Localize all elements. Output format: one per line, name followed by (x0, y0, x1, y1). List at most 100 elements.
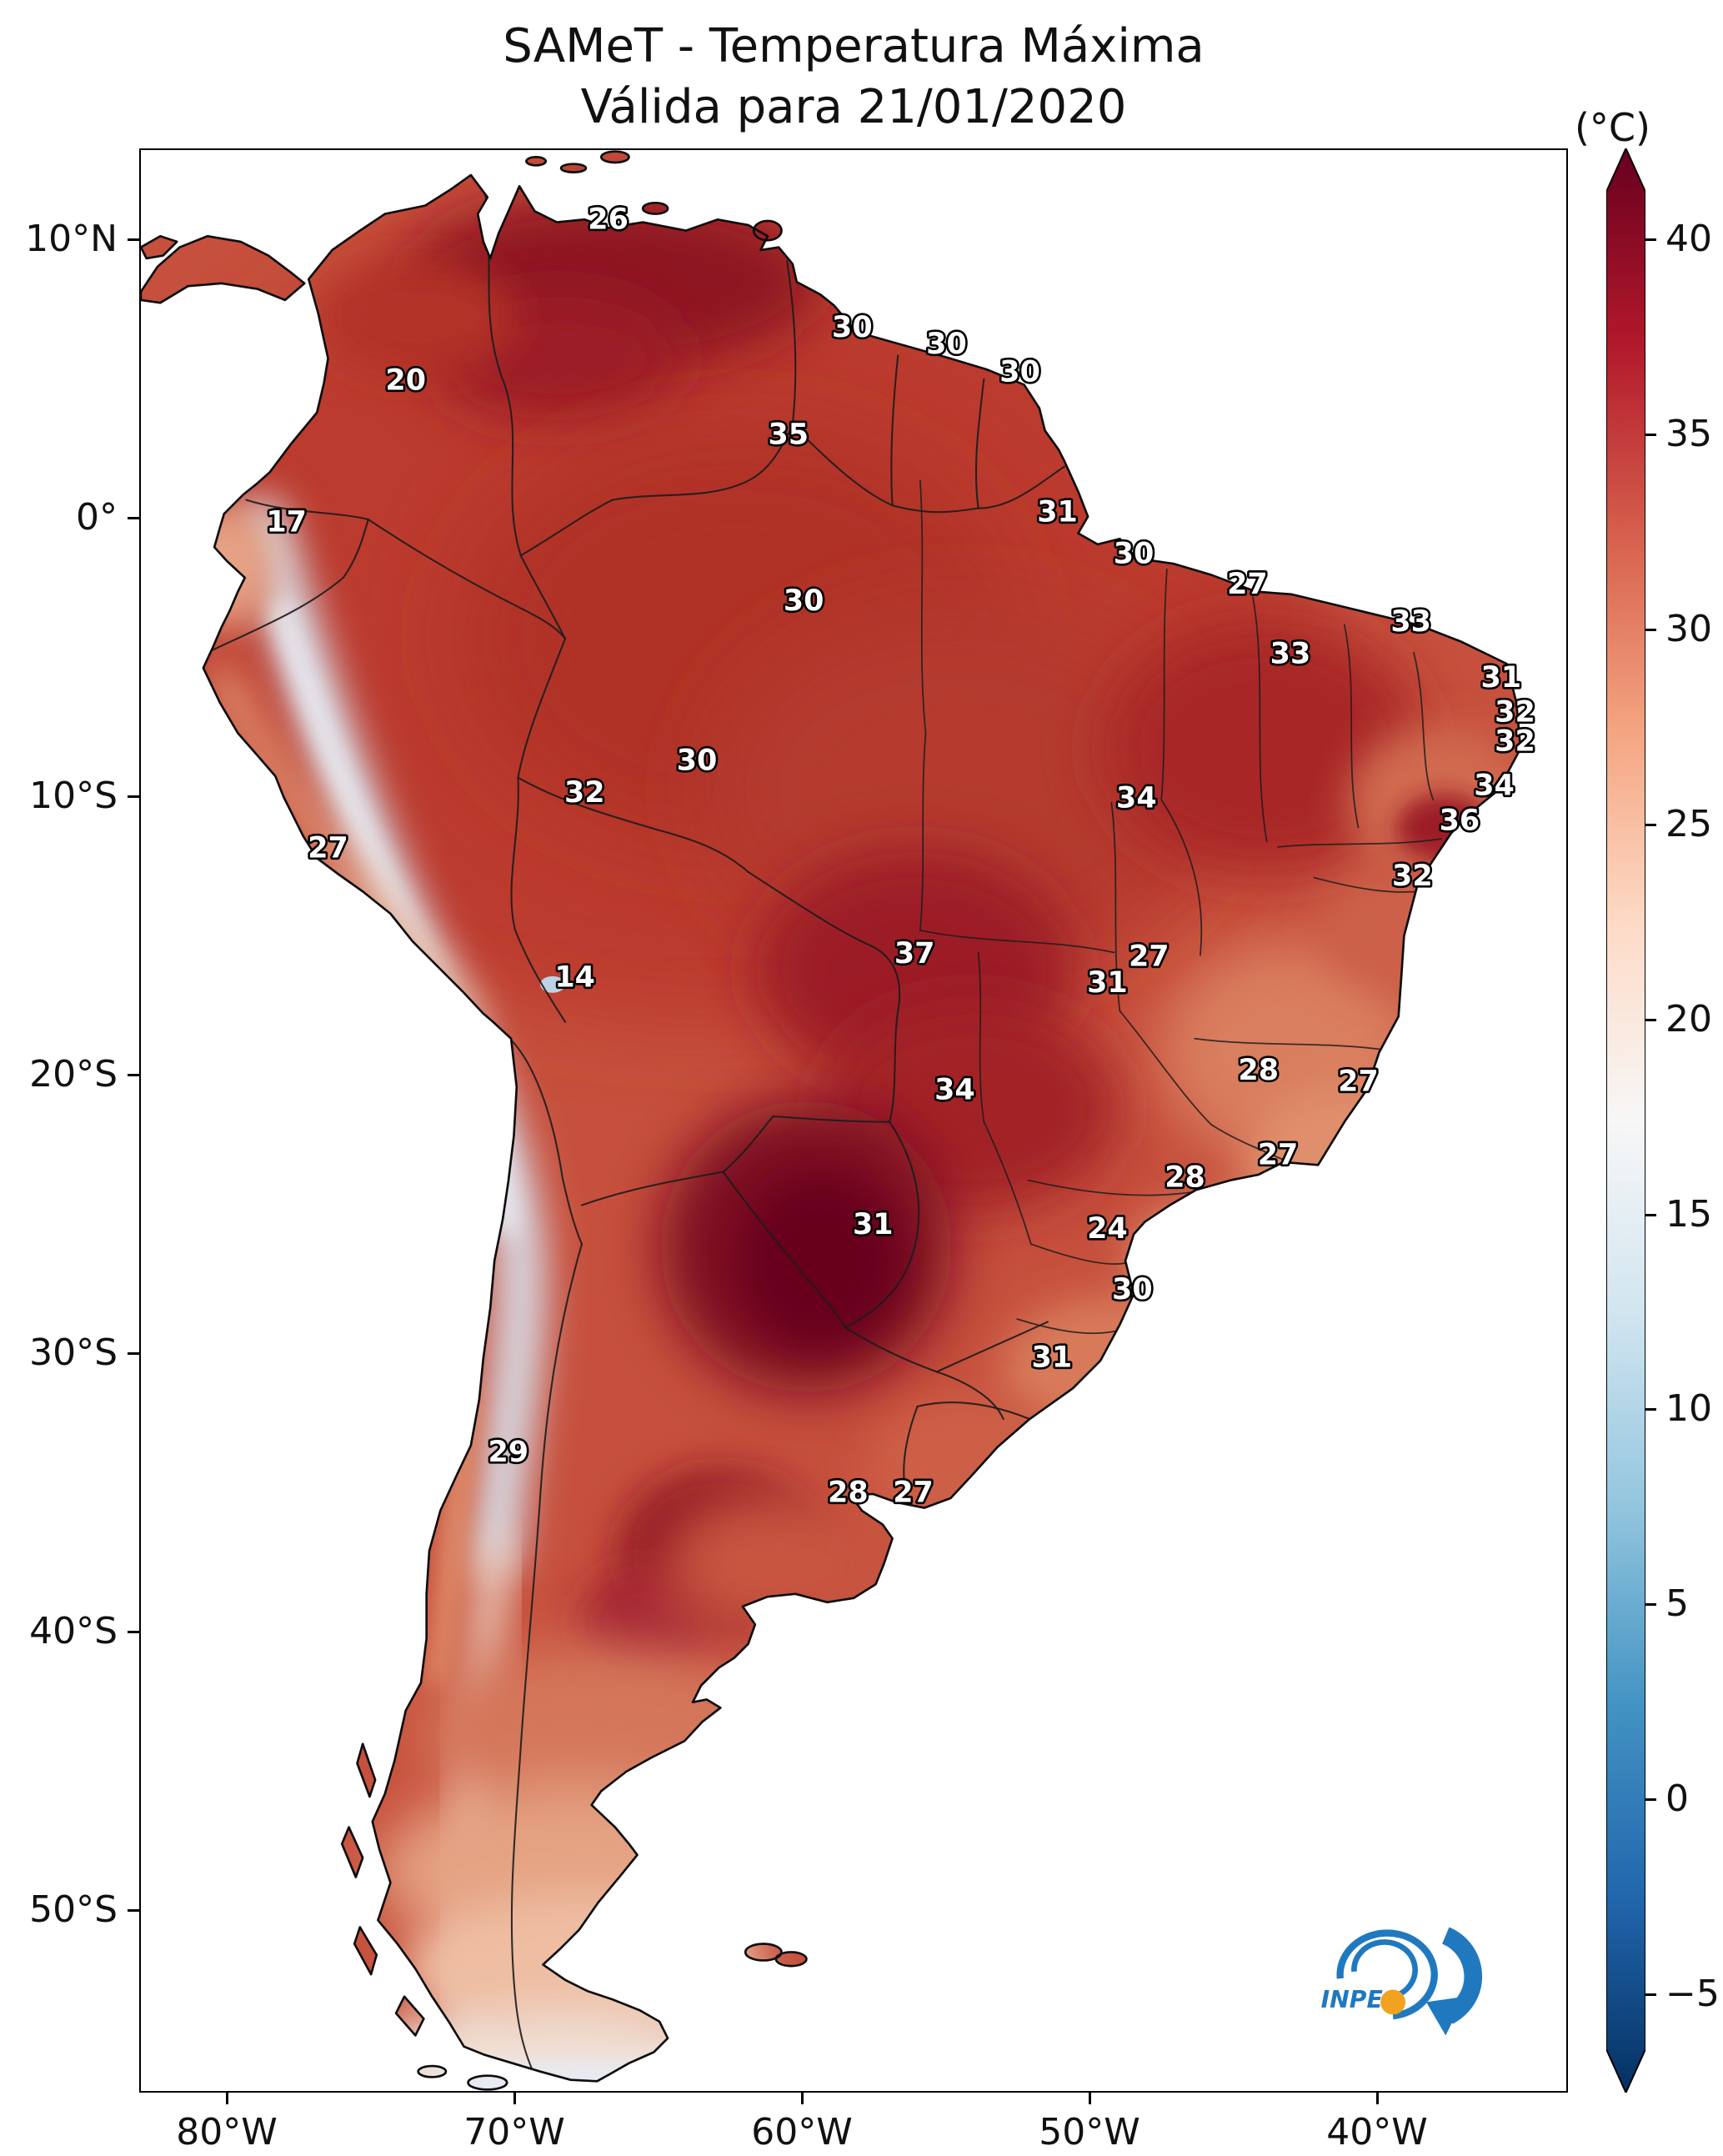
lat-tick-label: 40°S (29, 1610, 118, 1652)
inpe-orange-dot-icon (1380, 1989, 1406, 2015)
colorbar-svg (1605, 146, 1646, 2095)
station-temp-label: 27 (893, 1476, 934, 1509)
station-temp-label: 14 (554, 960, 595, 994)
colorbar-tick-mark (1645, 1408, 1656, 1411)
colorbar-bar (1605, 146, 1646, 2095)
colorbar-tick-mark (1645, 1993, 1656, 1997)
inpe-swirl-icon (1336, 1929, 1438, 2020)
station-temp-label: 27 (1129, 940, 1170, 973)
lon-tick-label: 70°W (463, 2111, 565, 2153)
station-temp-label: 37 (894, 937, 935, 970)
lon-tick-mark (513, 2093, 516, 2104)
station-temp-label: 34 (934, 1073, 975, 1106)
colorbar-tick-mark (1645, 238, 1656, 241)
colorbar-tick-label: 25 (1665, 802, 1712, 845)
colorbar (1605, 146, 1646, 2095)
station-temp-label: 35 (769, 418, 809, 451)
station-temp-label: 30 (832, 311, 873, 344)
lon-tick-label: 50°W (1039, 2111, 1140, 2153)
colorbar-tick-mark (1645, 1213, 1656, 1216)
colorbar-tick-mark (1645, 1798, 1656, 1802)
lat-tick-label: 50°S (29, 1888, 118, 1931)
station-temp-label: 31 (1032, 1341, 1073, 1375)
station-temp-label: 32 (1495, 695, 1535, 729)
station-temp-label: 26 (588, 203, 629, 236)
lon-tick-label: 60°W (751, 2111, 853, 2153)
lat-tick-mark (128, 1352, 139, 1355)
page-title-line1: SAMeT - Temperatura Máxima (503, 19, 1205, 73)
station-temp-label: 27 (1227, 568, 1268, 601)
colorbar-tick-mark (1645, 1018, 1656, 1021)
station-temp-label: 33 (1270, 637, 1311, 670)
station-temp-label: 32 (1392, 860, 1433, 893)
colorbar-tick-label: 40 (1665, 218, 1712, 260)
colorbar-tick-label: 35 (1665, 412, 1712, 455)
lat-tick-label: 20°S (29, 1053, 118, 1096)
country-borders (212, 177, 1065, 2070)
station-temp-label: 28 (1165, 1161, 1205, 1194)
lat-tick-mark (128, 795, 139, 798)
station-temp-label: 31 (1087, 966, 1128, 1000)
station-temp-label: 34 (1474, 770, 1515, 803)
station-temp-label: 32 (1495, 725, 1535, 758)
station-temp-label: 30 (784, 584, 824, 618)
station-temp-label: 30 (677, 745, 718, 778)
station-temp-label: 31 (853, 1208, 894, 1241)
lat-tick-label: 10°N (25, 218, 118, 260)
station-temp-label: 36 (1440, 804, 1480, 837)
page-title: SAMeT - Temperatura Máxima Válida para 2… (139, 17, 1568, 138)
colorbar-tick-label: 5 (1665, 1582, 1689, 1626)
colorbar-tick-label: 10 (1665, 1387, 1712, 1431)
colorbar-tick-label: −5 (1665, 1973, 1720, 2016)
station-temp-label: 31 (1481, 661, 1522, 694)
lon-tick-mark (1376, 2093, 1379, 2104)
colorbar-tick-label: 30 (1665, 607, 1712, 650)
station-temp-label: 28 (828, 1476, 869, 1509)
lat-tick-label: 0° (76, 496, 118, 539)
station-temp-label: 33 (1390, 605, 1431, 639)
station-temp-label: 31 (1037, 496, 1078, 529)
lon-tick-mark (1089, 2093, 1091, 2104)
colorbar-tick-label: 0 (1665, 1777, 1689, 1821)
colorbar-tick-mark (1645, 433, 1656, 436)
colorbar-ticks: 40 35 30 25 20 15 10 5 0 −5 (1645, 148, 1723, 2133)
lat-tick-mark (128, 1074, 139, 1076)
station-temp-label: 17 (266, 505, 307, 539)
station-temp-label: 30 (1112, 1273, 1153, 1306)
map-frame: 26 20 30 30 30 35 17 31 30 27 30 33 33 31 32 32 30 34 32 34… (139, 148, 1568, 2093)
lon-tick-label: 40°W (1326, 2111, 1428, 2153)
lat-tick-mark (128, 517, 139, 519)
station-temp-label: 30 (999, 355, 1040, 389)
inpe-arrowhead-icon (1425, 1996, 1465, 2036)
station-temp-label: 34 (1116, 782, 1157, 815)
lat-tick-mark (128, 238, 139, 241)
colorbar-unit-label: (°C) (1574, 105, 1650, 150)
station-temp-label: 20 (385, 364, 426, 397)
station-temp-label: 30 (926, 328, 967, 361)
inpe-logo: INPE (1321, 1927, 1483, 2036)
lat-tick-mark (128, 1631, 139, 1633)
station-temp-label: 28 (1238, 1054, 1279, 1087)
station-temp-label: 32 (564, 776, 605, 810)
station-temp-label: 30 (1114, 538, 1155, 571)
lat-axis: 10°N 0° 10°S 20°S 30°S 40°S 50°S (0, 0, 139, 2156)
lat-tick-label: 10°S (29, 775, 118, 817)
inpe-swirl-inner-icon (1351, 1939, 1418, 1999)
colorbar-tick-label: 20 (1665, 997, 1712, 1040)
colorbar-tick-mark (1645, 628, 1656, 631)
page-title-line2: Válida para 21/01/2020 (580, 79, 1127, 134)
colorbar-tick-label: 15 (1665, 1192, 1712, 1236)
station-temp-label: 27 (1258, 1139, 1299, 1172)
lat-tick-label: 30°S (29, 1331, 118, 1374)
inpe-logo-text: INPE (1321, 1986, 1383, 2013)
colorbar-tick-mark (1645, 1603, 1656, 1607)
station-temp-label: 27 (308, 832, 348, 865)
lon-tick-mark (801, 2093, 804, 2104)
lon-tick-label: 80°W (176, 2111, 278, 2153)
lat-tick-mark (128, 1909, 139, 1912)
station-temp-label: 24 (1087, 1212, 1128, 1246)
lon-tick-mark (226, 2093, 228, 2104)
